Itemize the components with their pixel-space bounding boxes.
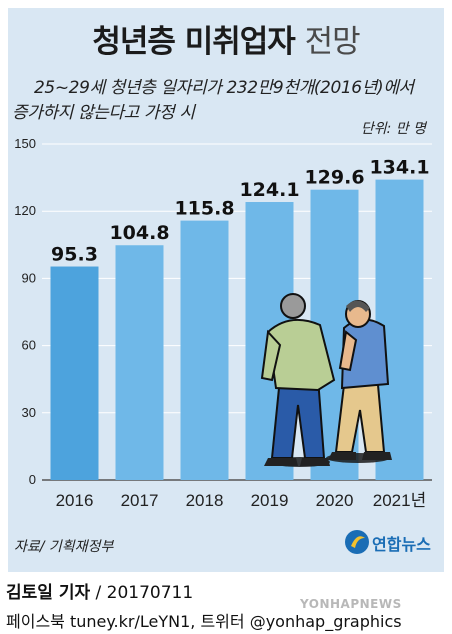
x-tick-label: 2020 (316, 491, 354, 510)
two-men-walking-illustration (260, 293, 392, 467)
unit-label: 단위: 만 명 (360, 121, 426, 137)
grid-lines (42, 143, 432, 481)
watermark: YONHAPNEWS (300, 597, 402, 611)
value-label: 115.8 (174, 198, 234, 220)
value-label: 104.8 (109, 222, 169, 244)
subtitle-line-2: 증가하지 않는다고 가정 시 (12, 103, 195, 123)
social-links: 페이스북 tuney.kr/LeYN1, 트위터 @yonhap_graphic… (6, 612, 402, 631)
bar-2018 (180, 220, 229, 480)
value-label: 129.6 (304, 167, 364, 189)
x-tick-label: 2017 (121, 491, 159, 510)
y-tick-labels: 0 30 60 90 120 150 (14, 136, 36, 487)
y-tick-label: 60 (22, 338, 36, 353)
bar-2016 (50, 266, 99, 480)
x-tick-label: 2019 (251, 491, 289, 510)
x-tick-label: 2021년 (373, 491, 426, 510)
value-label: 124.1 (239, 179, 299, 201)
y-tick-label: 150 (14, 136, 36, 151)
author-credit: 김토일 기자 / 20170711 (6, 583, 194, 603)
yonhap-logo (345, 530, 369, 554)
y-tick-label: 90 (22, 270, 36, 285)
x-tick-label: 2016 (56, 491, 94, 510)
y-tick-label: 30 (22, 405, 36, 420)
bar-2017 (115, 245, 164, 480)
y-tick-label: 120 (14, 203, 36, 218)
y-tick-label: 0 (29, 472, 36, 487)
subtitle-line-1: 25~29세 청년층 일자리가 232만9천개(2016년)에서 (34, 78, 414, 98)
value-label: 95.3 (51, 244, 98, 266)
x-tick-label: 2018 (186, 491, 224, 510)
value-label: 134.1 (369, 157, 429, 179)
source-label: 자료/ 기획재정부 (14, 539, 114, 555)
logo-text: 연합뉴스 (372, 535, 431, 554)
x-tick-labels: 2016 2017 2018 2019 2020 2021년 (56, 491, 427, 510)
page-title: 청년층 미취업자 전망 (92, 24, 360, 60)
